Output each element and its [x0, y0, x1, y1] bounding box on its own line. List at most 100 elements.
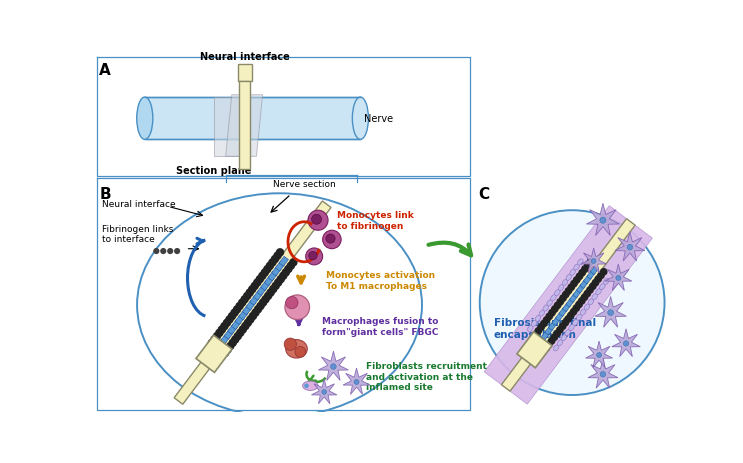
Circle shape: [246, 315, 255, 324]
Circle shape: [269, 285, 277, 294]
Ellipse shape: [561, 335, 567, 341]
Circle shape: [274, 279, 282, 287]
Circle shape: [311, 215, 322, 225]
Circle shape: [542, 344, 550, 352]
Ellipse shape: [535, 315, 541, 322]
Ellipse shape: [573, 319, 578, 325]
Polygon shape: [276, 262, 285, 272]
Ellipse shape: [577, 314, 582, 320]
Circle shape: [286, 297, 298, 309]
Circle shape: [256, 302, 265, 311]
Circle shape: [556, 326, 564, 334]
Circle shape: [568, 284, 575, 291]
Circle shape: [228, 312, 236, 320]
Circle shape: [581, 294, 588, 301]
Circle shape: [331, 364, 336, 369]
Polygon shape: [231, 320, 241, 330]
Circle shape: [251, 309, 260, 317]
Circle shape: [559, 294, 567, 302]
Circle shape: [262, 295, 270, 304]
Text: Nerve section: Nerve section: [273, 180, 336, 188]
Polygon shape: [611, 329, 640, 357]
Circle shape: [241, 322, 250, 331]
Circle shape: [215, 329, 224, 338]
Polygon shape: [585, 341, 612, 368]
Text: C: C: [478, 186, 490, 201]
Circle shape: [229, 339, 237, 347]
Text: Monocytes activation
To M1 macrophages: Monocytes activation To M1 macrophages: [325, 271, 435, 290]
Circle shape: [276, 275, 285, 284]
Circle shape: [256, 275, 264, 284]
Circle shape: [287, 262, 295, 270]
Circle shape: [308, 252, 317, 260]
Polygon shape: [586, 204, 620, 236]
Ellipse shape: [543, 305, 548, 312]
Polygon shape: [217, 339, 226, 349]
Circle shape: [160, 249, 166, 255]
Text: Monocytes link
to fibrinogen: Monocytes link to fibrinogen: [337, 211, 414, 230]
Circle shape: [354, 380, 359, 385]
Circle shape: [326, 234, 335, 244]
Circle shape: [264, 292, 273, 300]
Polygon shape: [517, 332, 552, 368]
Circle shape: [562, 291, 570, 299]
Polygon shape: [583, 275, 591, 284]
Circle shape: [542, 316, 551, 324]
Circle shape: [295, 347, 305, 357]
Circle shape: [308, 211, 328, 231]
Text: Neural interface: Neural interface: [103, 199, 176, 208]
Text: Macrophages fusion to
form"giant cells" FBGC: Macrophages fusion to form"giant cells" …: [322, 317, 438, 336]
Ellipse shape: [600, 284, 605, 290]
Polygon shape: [196, 335, 232, 373]
Ellipse shape: [577, 259, 583, 265]
Circle shape: [584, 262, 591, 269]
Ellipse shape: [137, 194, 422, 417]
Circle shape: [220, 322, 229, 331]
Circle shape: [233, 332, 242, 341]
Polygon shape: [577, 285, 585, 294]
Circle shape: [207, 339, 216, 347]
Circle shape: [263, 265, 272, 274]
Circle shape: [545, 341, 553, 349]
Ellipse shape: [137, 98, 153, 140]
Polygon shape: [562, 303, 571, 312]
Circle shape: [554, 302, 562, 310]
Ellipse shape: [566, 275, 571, 281]
Circle shape: [322, 390, 327, 394]
Circle shape: [573, 276, 580, 284]
Circle shape: [586, 258, 594, 266]
Polygon shape: [226, 95, 262, 157]
Polygon shape: [250, 295, 259, 306]
Text: Nerve: Nerve: [364, 114, 393, 124]
Circle shape: [532, 331, 539, 338]
Circle shape: [226, 342, 235, 350]
Circle shape: [224, 345, 232, 354]
Circle shape: [250, 282, 259, 290]
Circle shape: [221, 349, 230, 357]
Circle shape: [540, 320, 548, 328]
Circle shape: [559, 323, 566, 331]
Circle shape: [534, 327, 542, 335]
Circle shape: [304, 384, 309, 388]
Ellipse shape: [302, 382, 318, 391]
Ellipse shape: [562, 280, 568, 286]
Polygon shape: [595, 297, 626, 327]
Circle shape: [548, 309, 556, 317]
Circle shape: [600, 372, 606, 377]
Ellipse shape: [551, 295, 557, 301]
Polygon shape: [569, 294, 578, 303]
Polygon shape: [228, 325, 237, 335]
Text: Fibrosis and final
encapsulation: Fibrosis and final encapsulation: [493, 318, 596, 339]
Polygon shape: [552, 317, 560, 326]
Ellipse shape: [539, 310, 545, 317]
Bar: [239, 81, 250, 169]
Circle shape: [600, 218, 606, 224]
Circle shape: [554, 330, 561, 338]
Polygon shape: [591, 266, 599, 275]
Circle shape: [245, 289, 254, 297]
Circle shape: [597, 353, 602, 358]
Text: Fibrinogen links
to interface: Fibrinogen links to interface: [103, 225, 174, 244]
Polygon shape: [542, 331, 550, 340]
Bar: [145, 98, 360, 140]
Circle shape: [578, 297, 585, 305]
